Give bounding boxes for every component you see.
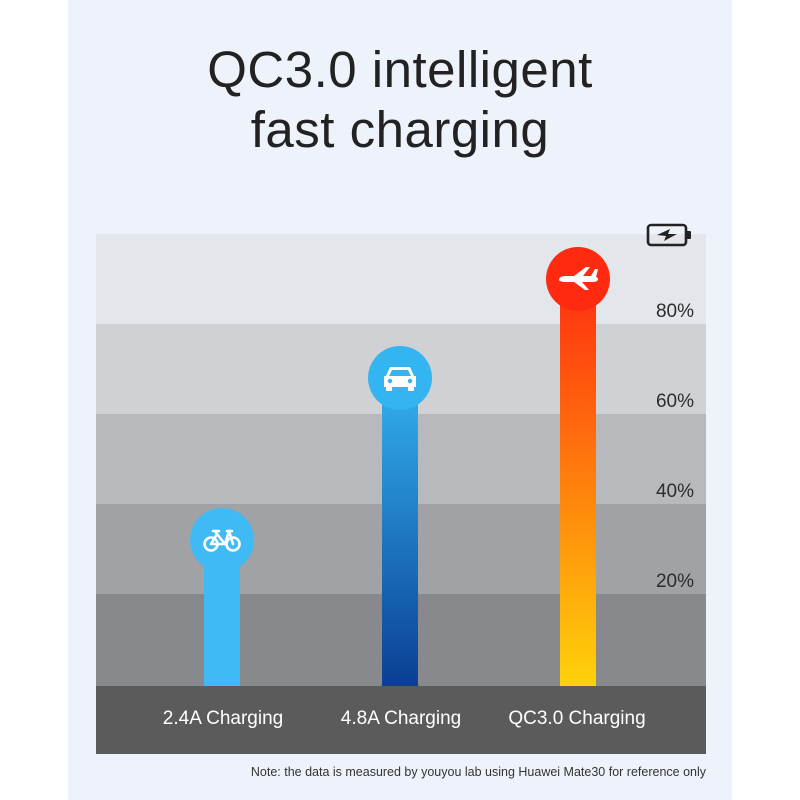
y-tick-label: 20% [655,571,694,592]
category-label-qc3: QC3.0 Charging [508,708,646,729]
category-band [96,686,706,754]
page-title: QC3.0 intelligent fast charging [0,40,800,160]
battery-charging-icon [646,223,691,247]
grid-band-80-100 [96,234,706,324]
bar-2 [382,371,418,686]
title-line-2: fast charging [250,101,550,158]
bar-3 [560,272,596,686]
footnote: Note: the data is measured by youyou lab… [250,765,706,779]
bar-2-badge [368,346,432,410]
bar-1-badge [190,508,254,572]
title-line-1: QC3.0 intelligent [207,41,593,98]
y-tick-label: 40% [655,481,694,502]
category-label-2-4a: 2.4A Charging [162,708,284,729]
category-label-4-8a: 4.8A Charging [340,708,462,729]
y-tick-label: 80% [655,301,694,322]
bar-3-badge [546,247,610,311]
airplane-icon [556,266,600,292]
y-tick-label: 60% [655,391,694,412]
bicycle-icon [203,527,241,553]
car-icon [381,363,419,393]
